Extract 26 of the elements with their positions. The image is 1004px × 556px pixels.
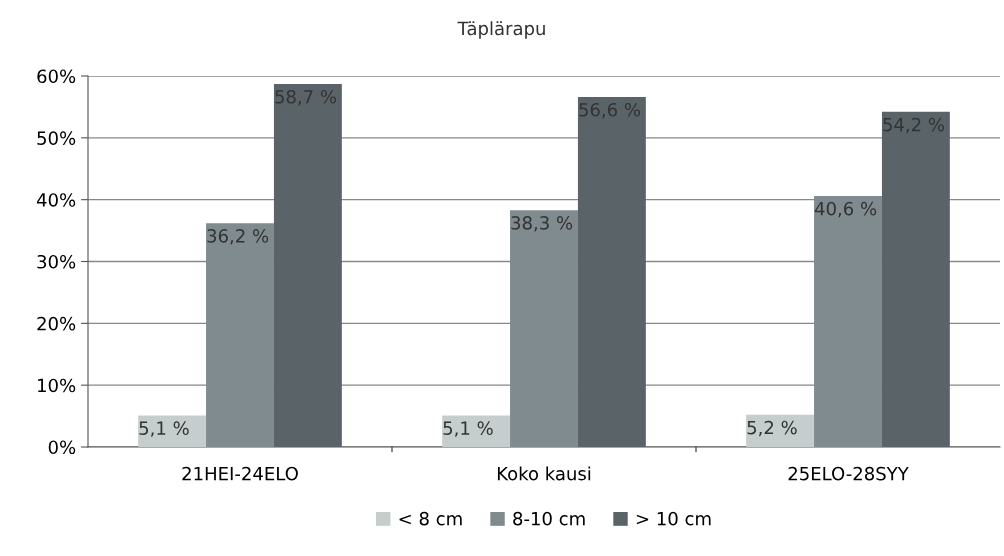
y-tick-label: 0% [48, 440, 76, 455]
legend-label: 8-10 cm [513, 511, 585, 526]
bar [577, 97, 646, 447]
y-tick-label: 60% [37, 69, 76, 84]
x-tick-label: 21HEI-24ELO [182, 466, 298, 481]
legend-label: < 8 cm [399, 511, 462, 526]
bar [273, 84, 342, 447]
legend-label: > 10 cm [636, 511, 711, 526]
data-label: 36,2 % [207, 229, 269, 245]
data-label: 40,6 % [814, 201, 877, 218]
chart-title: Täplärapu [457, 21, 545, 39]
y-tick-label: 20% [37, 316, 76, 331]
bar [881, 111, 950, 447]
bar [442, 415, 511, 447]
y-tick-label: 40% [36, 193, 76, 207]
x-tick-label: 25ELO-28SYY [788, 466, 909, 481]
data-label: 5,1 % [139, 421, 189, 437]
data-label: 5,1 % [443, 421, 493, 437]
y-tick-label: 50% [37, 131, 76, 145]
data-label: 5,2 % [747, 420, 797, 437]
x-tick-label: Koko kausi [497, 466, 591, 481]
bar [138, 415, 207, 447]
data-label: 38,3 % [511, 216, 573, 232]
y-tick-label: 30% [37, 254, 76, 269]
y-tick-label: 10% [38, 378, 76, 393]
bar [746, 414, 815, 447]
